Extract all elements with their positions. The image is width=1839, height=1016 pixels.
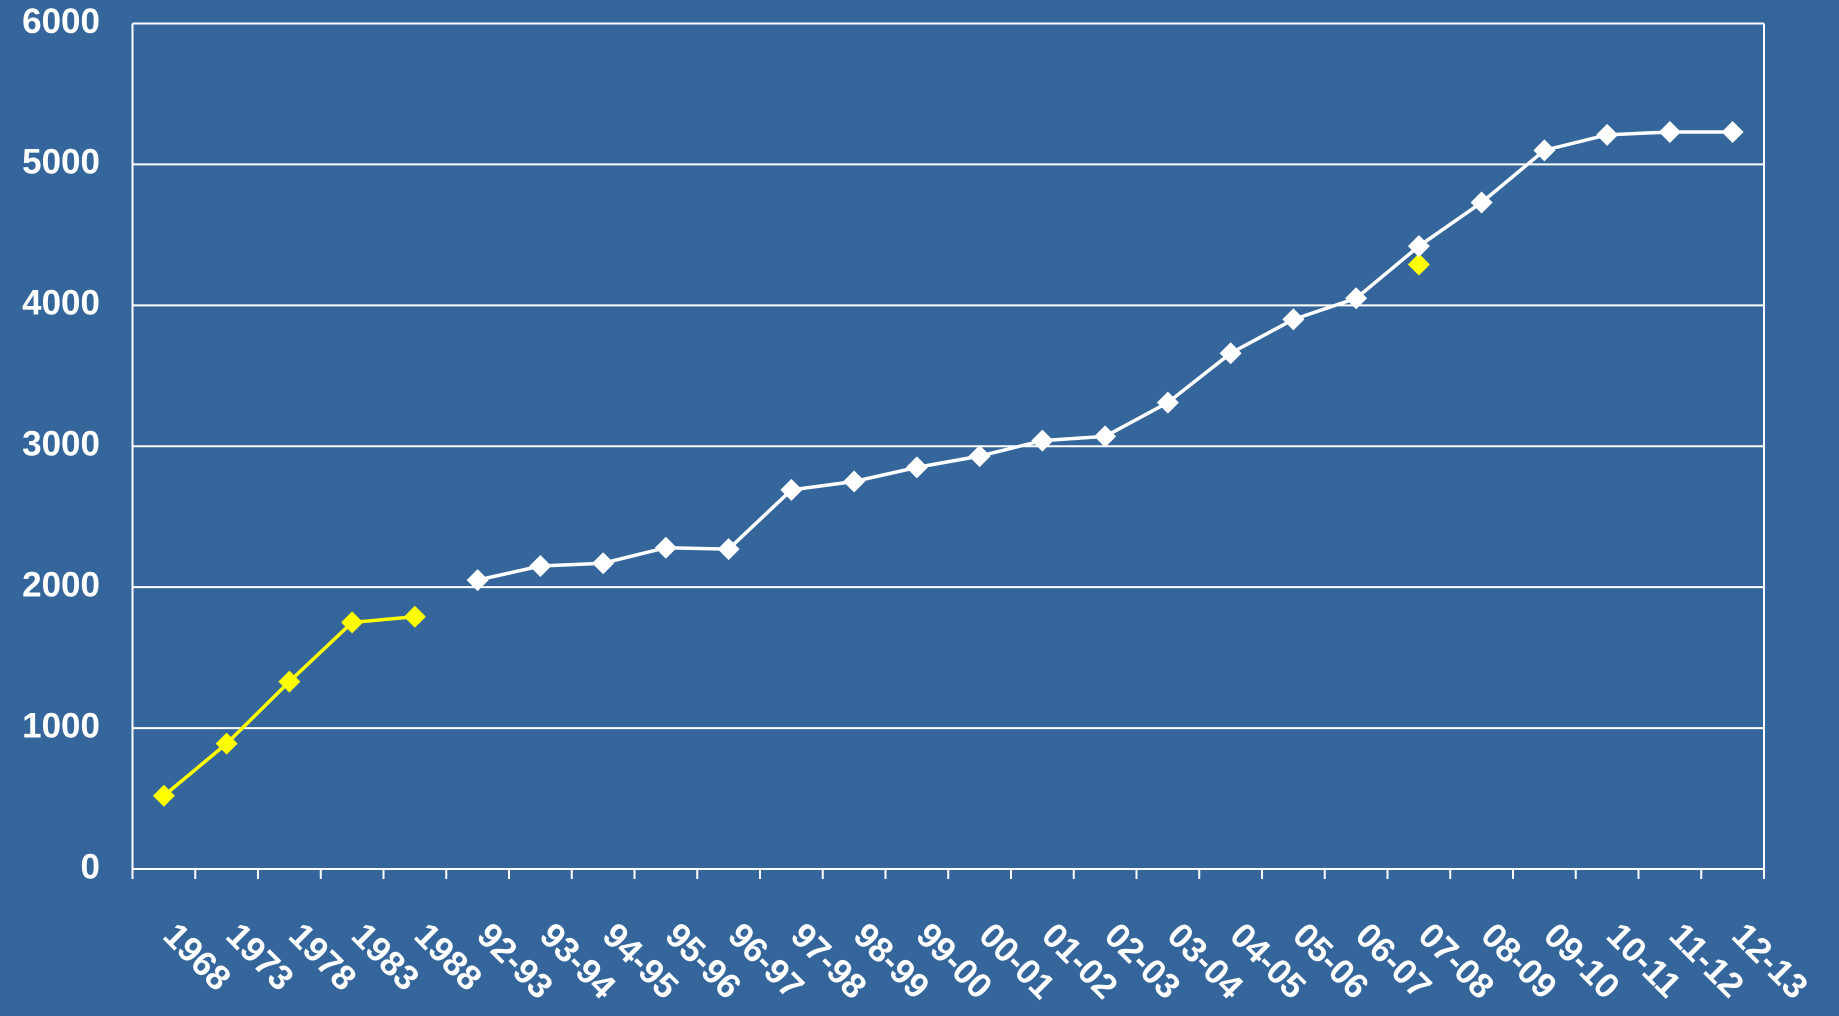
marker [466,569,489,592]
marker [780,478,803,501]
marker [1282,308,1305,331]
marker [968,445,991,468]
marker [592,552,615,575]
marker [215,732,238,755]
y-tick-label: 5000 [22,143,100,182]
x-tick-label: 1983 [344,916,427,999]
x-tick-label: 1988 [407,916,490,999]
x-tick-label: 1978 [281,916,364,999]
y-tick-label: 0 [81,847,100,886]
y-tick-label: 1000 [22,706,100,745]
marker [654,536,677,559]
y-tick-label: 2000 [22,565,100,604]
marker [1031,429,1054,452]
marker [1094,425,1117,448]
x-tick-label: 1973 [218,916,301,999]
marker [152,784,175,807]
marker [717,538,740,561]
marker [1407,253,1430,276]
marker [1721,121,1744,144]
marker [1470,191,1493,214]
marker [1658,121,1681,144]
y-tick-label: 4000 [22,284,100,323]
marker [529,555,552,578]
marker [1345,287,1368,310]
marker [1533,139,1556,162]
x-tick-label: 12-13 [1724,916,1815,1007]
y-tick-label: 6000 [22,2,100,41]
marker [403,605,426,628]
marker [1219,342,1242,365]
marker [843,470,866,493]
marker [1156,391,1179,414]
marker [1596,123,1619,146]
marker [905,456,928,479]
marker [278,670,301,693]
y-tick-label: 3000 [22,425,100,464]
marker [1407,235,1430,258]
x-tick-label: 1968 [156,916,239,999]
series-line [477,130,1733,582]
marker [341,611,364,634]
